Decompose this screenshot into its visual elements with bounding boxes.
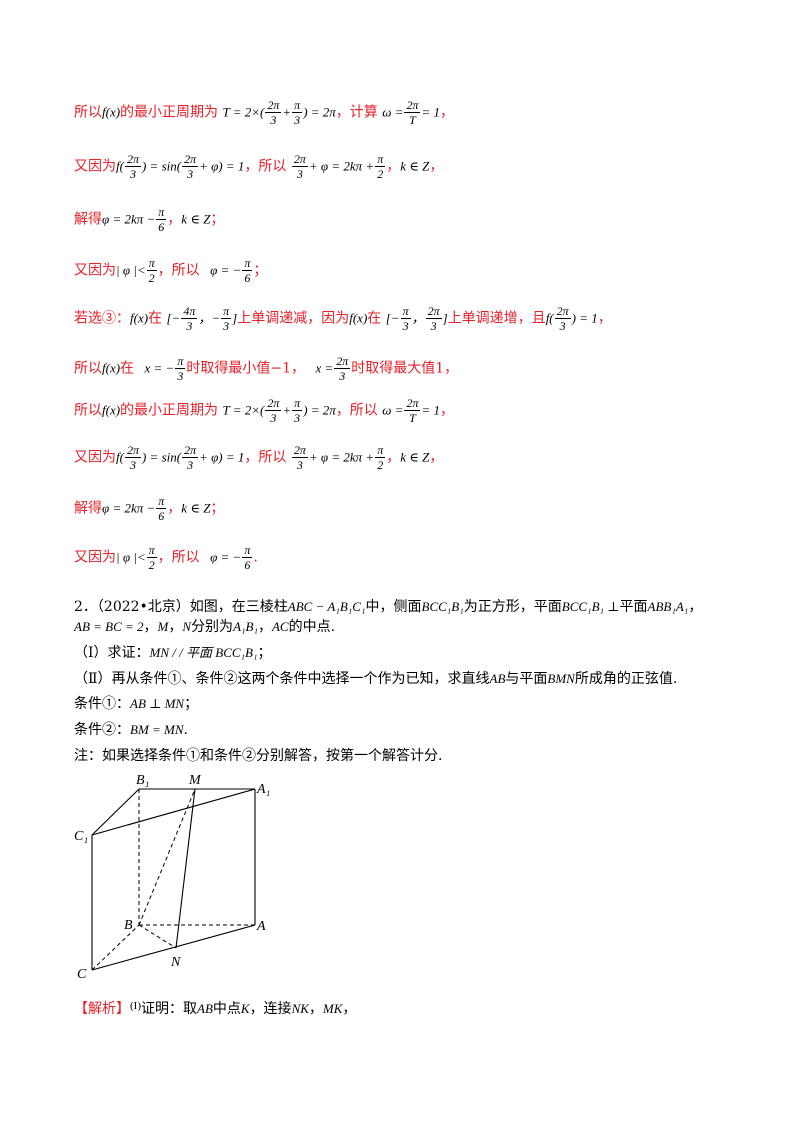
label-A1: A₁	[256, 782, 270, 797]
edge-CA	[91, 924, 256, 971]
solution-line-4: 又因为| φ |< π 2 ，所以 φ = − π 6；	[74, 256, 268, 285]
edge-CB-hidden	[91, 924, 140, 971]
analysis-line: 【解析】(I)证明：取AB中点K，连接NK，MK，	[74, 1000, 357, 1017]
label-B: B	[124, 918, 133, 933]
solution-line-6: 所以f(x)在 x = − π 3 时取得最小值−1， x = 2π 3 时取得最大值1，	[74, 354, 459, 383]
label-M: M	[188, 773, 202, 788]
problem-part-2: （Ⅱ）再从条件①、条件②这两个条件中选择一个作为已知，求直线AB与平面BMN所成…	[74, 671, 678, 687]
problem-statement-1: 2．（2022•北京）如图，在三棱柱ABC − A₁B₁C₁中，侧面BCC₁B₁…	[74, 599, 703, 615]
label-N: N	[170, 955, 181, 970]
solution-line-7: 所以f(x)的最小正周期为 T = 2×(2π 3 + π 3) = 2π，所以 ω =…	[74, 396, 455, 425]
condition-1: 条件①：AB ⊥ MN；	[74, 696, 199, 712]
solution-line-8: 又因为f(2π 3) = sin(2π 3 + φ) = 1，所以 2π 3 + φ = …	[74, 443, 444, 472]
edge-C1A1	[91, 788, 256, 836]
analysis-tag: 【解析】	[74, 1001, 130, 1017]
solution-line-1: 所以f(x)的最小正周期为 T = 2×(2π 3 + π 3) = 2π，计算 ω =…	[74, 98, 455, 127]
condition-2: 条件②：BM = MN.	[74, 722, 188, 738]
label-A: A	[256, 919, 266, 934]
prism-figure: B₁ M A₁ C₁ B A C N	[74, 773, 270, 982]
label-C1: C₁	[74, 829, 88, 844]
solution-line-5: 若选③：f(x)在 [− 4π 3 ，− π 3]上单调递减，因为f(x)在 [− π 3， 2…	[74, 304, 612, 333]
segment-BN-hidden	[138, 924, 177, 949]
solution-line-2: 又因为f(2π 3) = sin(2π 3 + φ) = 1，所以 2π 3 + φ = …	[74, 152, 444, 181]
note: 注：如果选择条件①和条件②分别解答，按第一个解答计分.	[74, 748, 443, 764]
label-C: C	[77, 967, 87, 982]
segment-MN	[175, 788, 196, 949]
segment-BM-hidden	[138, 788, 196, 926]
solution-line-3: 解得φ = 2kπ − π 6 ，k ∈ Z；	[74, 205, 225, 234]
solution-line-10: 又因为| φ |< π 2 ，所以 φ = − π 6.	[74, 543, 258, 572]
edge-C1B1	[91, 788, 140, 836]
solution-line-9: 解得φ = 2kπ − π 6 ，k ∈ Z；	[74, 494, 225, 523]
label-B1: B₁	[136, 773, 149, 788]
problem-statement-2: AB = BC = 2，M，N分别为A₁B₁，AC的中点.	[74, 619, 336, 635]
problem-part-1: （Ⅰ）求证：MN / / 平面 BCC₁B₁；	[74, 645, 272, 661]
